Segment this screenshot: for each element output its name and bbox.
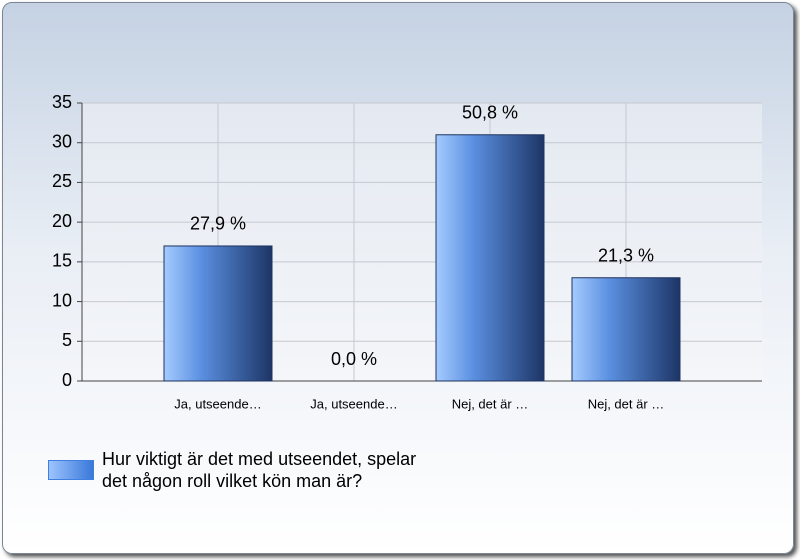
bar xyxy=(435,134,545,382)
y-tick-label: 5 xyxy=(62,330,72,350)
bar xyxy=(163,245,273,382)
y-tick-label: 15 xyxy=(52,251,72,271)
y-tick-label: 0 xyxy=(62,370,72,390)
legend-swatch xyxy=(48,460,94,480)
data-label: 0,0 % xyxy=(331,349,377,369)
x-tick-label: Ja, utseende… xyxy=(310,396,397,411)
x-tick-label: Ja, utseende… xyxy=(174,396,261,411)
y-tick-label: 35 xyxy=(52,92,72,112)
bar xyxy=(571,277,681,382)
y-tick-label: 10 xyxy=(52,290,72,310)
data-label: 27,9 % xyxy=(190,214,246,234)
y-tick-label: 20 xyxy=(52,211,72,231)
legend: Hur viktigt är det med utseendet, spelar… xyxy=(48,448,432,492)
x-tick-label: Nej, det är … xyxy=(588,396,665,411)
data-label: 50,8 % xyxy=(462,103,518,123)
x-tick-label: Nej, det är … xyxy=(452,396,529,411)
y-tick-label: 30 xyxy=(52,131,72,151)
legend-label: Hur viktigt är det med utseendet, spelar… xyxy=(102,449,417,491)
data-label: 21,3 % xyxy=(598,245,654,265)
y-tick-label: 25 xyxy=(52,171,72,191)
